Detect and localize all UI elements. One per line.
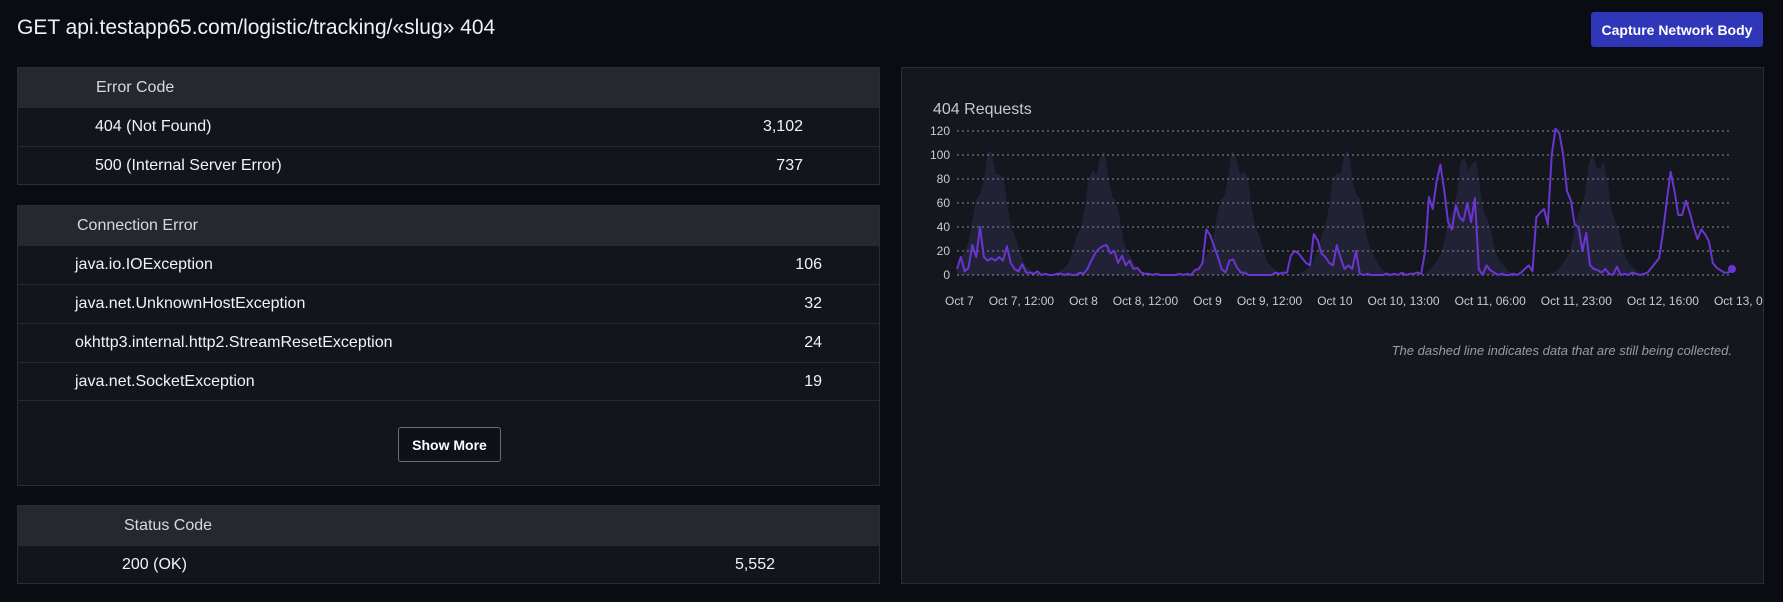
x-tick-label: Oct 13, 09:00	[1714, 294, 1763, 308]
table-row[interactable]: 404 (Not Found) 3,102	[18, 107, 879, 146]
requests-chart-panel: 404 Requests 0 20 40 60 80 100 120 Oct 7 Oct 7, …	[901, 67, 1764, 584]
y-tick-label: 80	[937, 172, 951, 186]
exception-count: 32	[804, 295, 822, 312]
table-row[interactable]: 500 (Internal Server Error) 737	[18, 146, 879, 185]
table-row[interactable]: 200 (OK) 5,552	[18, 545, 879, 584]
status-code-table: Status Code 200 (OK) 5,552	[17, 505, 880, 584]
error-code-label: 404 (Not Found)	[95, 118, 212, 135]
show-more-button[interactable]: Show More	[398, 427, 501, 462]
exception-count: 19	[804, 372, 822, 390]
x-tick-label: Oct 11, 06:00	[1455, 294, 1526, 308]
last-data-point	[1728, 265, 1736, 273]
error-code-label: 500 (Internal Server Error)	[95, 157, 282, 174]
x-tick-label: Oct 8, 12:00	[1113, 294, 1179, 308]
error-code-count: 737	[776, 157, 803, 174]
exception-count: 106	[795, 256, 822, 273]
y-tick-label: 0	[943, 268, 950, 282]
x-tick-label: Oct 9, 12:00	[1237, 294, 1303, 308]
exception-label: java.net.SocketException	[75, 372, 255, 390]
y-tick-label: 40	[937, 220, 951, 234]
error-code-count: 3,102	[762, 118, 803, 135]
y-tick-label: 120	[930, 124, 950, 138]
x-tick-label: Oct 10, 13:00	[1368, 294, 1440, 308]
page-title: GET api.testapp65.com/logistic/tracking/…	[17, 16, 496, 39]
table-row[interactable]: java.io.IOException 106	[18, 245, 879, 284]
column-header-connection-error: Connection Error	[77, 216, 198, 234]
y-tick-label: 60	[937, 196, 951, 210]
table-row[interactable]: java.net.SocketException 19	[18, 362, 879, 401]
table-header: Error Code	[18, 68, 879, 107]
table-row[interactable]: okhttp3.internal.http2.StreamResetExcept…	[18, 323, 879, 362]
exception-label: java.net.UnknownHostException	[75, 295, 306, 312]
connection-error-table: Connection Error java.io.IOException 106…	[17, 205, 880, 486]
status-code-label: 200 (OK)	[122, 556, 187, 573]
status-code-count: 5,552	[734, 556, 775, 573]
column-header-error-code: Error Code	[96, 78, 175, 96]
capture-network-body-button[interactable]: Capture Network Body	[1591, 12, 1763, 47]
requests-line-chart[interactable]: 0 20 40 60 80 100 120 Oct 7 Oct 7, 12:00 Oct 8 Oct…	[902, 68, 1763, 338]
table-header: Status Code	[18, 506, 879, 545]
background-activity-area	[957, 149, 1732, 275]
chart-title: 404 Requests	[933, 101, 1032, 118]
table-row[interactable]: java.net.UnknownHostException 32	[18, 284, 879, 323]
x-tick-label: Oct 8	[1069, 294, 1098, 308]
x-tick-label: Oct 9	[1193, 294, 1222, 308]
y-tick-label: 100	[930, 148, 950, 162]
y-tick-label: 20	[937, 244, 951, 258]
exception-label: okhttp3.internal.http2.StreamResetExcept…	[75, 334, 393, 351]
exception-count: 24	[804, 334, 822, 351]
x-tick-label: Oct 7	[945, 294, 974, 308]
column-header-status-code: Status Code	[124, 516, 213, 534]
series-line	[956, 127, 1733, 276]
x-tick-label: Oct 10	[1317, 294, 1353, 308]
x-tick-label: Oct 12, 16:00	[1627, 294, 1699, 308]
x-tick-label: Oct 7, 12:00	[989, 294, 1055, 308]
exception-label: java.io.IOException	[75, 256, 213, 273]
table-header: Connection Error	[18, 206, 879, 245]
chart-footnote: The dashed line indicates data that are …	[1391, 343, 1732, 358]
error-code-table: Error Code 404 (Not Found) 3,102 500 (In…	[17, 67, 880, 185]
x-tick-label: Oct 11, 23:00	[1541, 294, 1612, 308]
